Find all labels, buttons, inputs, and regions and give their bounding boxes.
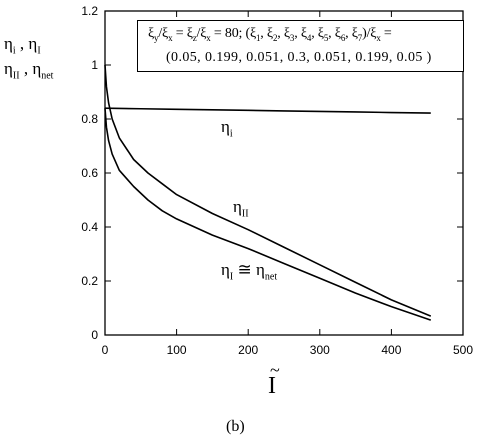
- annotation-line-2: (0.05, 0.199, 0.051, 0.3, 0.051, 0.199, …: [166, 50, 432, 65]
- x-tick-label: 500: [453, 343, 473, 357]
- x-axis-label: ~ I: [268, 360, 280, 399]
- curve-label-eta-I-net: ηI ≅ ηnet: [221, 260, 278, 283]
- x-tick-label: 100: [167, 343, 187, 357]
- x-tick-label: 400: [381, 343, 401, 357]
- annotation-line-1: ξy/ξx = ξz/ξx = 80; (ξ1, ξ2, ξ3, ξ4, ξ5,…: [148, 26, 392, 43]
- curve-label-eta-II: ηII: [233, 197, 249, 220]
- x-tick-label: 200: [238, 343, 258, 357]
- y-tick-label: 0.4: [81, 220, 98, 234]
- x-tick-label: 300: [310, 343, 330, 357]
- series-line--i: [104, 107, 431, 114]
- y-tick-label: 0.6: [81, 166, 98, 180]
- y-tick-label: 0: [91, 328, 98, 342]
- y-tick-label: 1.2: [81, 4, 98, 18]
- y-axis-label-eta-II-eta-net: ηII , ηnet: [4, 59, 54, 82]
- y-tick-label: 1: [91, 58, 98, 72]
- y-tick-label: 0.8: [81, 112, 98, 126]
- series-line--i-net: [104, 108, 432, 321]
- series-line--ii: [104, 64, 432, 317]
- y-tick-label: 0.2: [81, 274, 98, 288]
- x-tick-label: 0: [102, 343, 109, 357]
- tick-labels: 0 100 200 300 400 500 0 0.2 0.4 0.6 0.8 1 1.2: [81, 4, 473, 357]
- y-axis-label-eta-i-eta-I: ηi , ηI: [4, 34, 41, 57]
- annotation-box: ξy/ξx = ξz/ξx = 80; (ξ1, ξ2, ξ3, ξ4, ξ5,…: [137, 20, 464, 72]
- figure-caption: (b): [226, 418, 245, 435]
- series-lines: [104, 64, 432, 321]
- curve-label-eta-i: ηi: [221, 117, 233, 140]
